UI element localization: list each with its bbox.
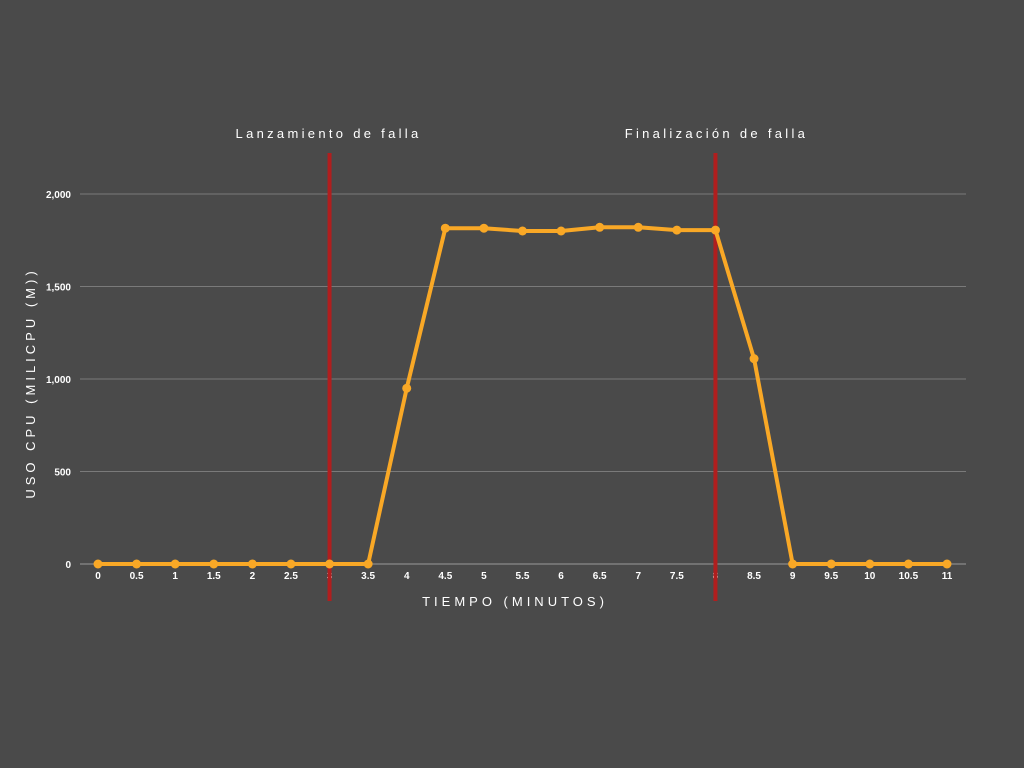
x-tick-label: 11: [942, 571, 953, 582]
data-point: [788, 559, 798, 569]
data-point: [132, 559, 142, 569]
data-point: [209, 559, 219, 569]
data-point: [903, 559, 913, 569]
series-line: [96, 225, 949, 566]
data-point: [633, 222, 643, 232]
data-point: [595, 222, 605, 232]
x-tick-label: 9: [790, 571, 796, 582]
data-point: [826, 559, 836, 569]
data-point: [710, 225, 720, 235]
x-tick-label: 10: [864, 571, 876, 582]
y-tick-labels: 0 500 1,000 1,500 2,000: [46, 190, 71, 571]
data-point: [325, 559, 335, 569]
x-tick-label: 5: [481, 571, 487, 582]
x-tick-label: 0: [95, 571, 101, 582]
x-tick-label: 2: [250, 571, 256, 582]
x-tick-label: 1.5: [207, 571, 221, 582]
y-tick-label: 1,000: [46, 375, 71, 386]
y-tick-label: 2,000: [46, 190, 71, 201]
x-tick-label: 8.5: [747, 571, 761, 582]
data-point: [402, 383, 412, 393]
annotations: Lanzamiento de falla Finalización de fall…: [236, 126, 808, 141]
data-point: [440, 223, 450, 233]
series: [93, 222, 952, 569]
data-point: [479, 223, 489, 233]
data-point: [93, 559, 103, 569]
event-lines: [327, 153, 718, 601]
data-point: [749, 354, 759, 364]
data-point: [942, 559, 952, 569]
annotation-label: Finalización de falla: [625, 126, 808, 141]
data-point: [286, 559, 296, 569]
x-tick-label: 4: [404, 571, 410, 582]
data-point: [672, 225, 682, 235]
y-tick-label: 0: [65, 560, 71, 571]
x-tick-label: 6.5: [593, 571, 607, 582]
x-tick-labels: 00.511.522.533.544.555.566.577.588.599.5…: [95, 571, 953, 582]
x-tick-label: 4.5: [438, 571, 452, 582]
x-tick-label: 0.5: [130, 571, 144, 582]
x-tick-label: 3.5: [361, 571, 375, 582]
x-tick-label: 6: [558, 571, 564, 582]
gridlines: [80, 193, 966, 565]
data-point: [363, 559, 373, 569]
x-tick-label: 7: [635, 571, 641, 582]
annotation-label: Lanzamiento de falla: [236, 126, 422, 141]
data-point: [518, 226, 527, 236]
data-point: [556, 226, 566, 236]
x-tick-label: 1: [172, 571, 178, 582]
x-tick-label: 5.5: [516, 571, 530, 582]
data-point: [170, 559, 180, 569]
x-tick-label: 2.5: [284, 571, 298, 582]
x-tick-label: 7.5: [670, 571, 684, 582]
x-tick-label: 10.5: [899, 571, 919, 582]
y-tick-label: 1,500: [46, 283, 71, 294]
data-point: [247, 559, 257, 569]
data-point: [865, 559, 875, 569]
y-axis-title: USO CPU (MILICPU (M)): [23, 267, 38, 498]
x-axis-title: TIEMPO (MINUTOS): [422, 594, 608, 609]
y-tick-label: 500: [54, 468, 71, 479]
x-tick-label: 9.5: [824, 571, 838, 582]
